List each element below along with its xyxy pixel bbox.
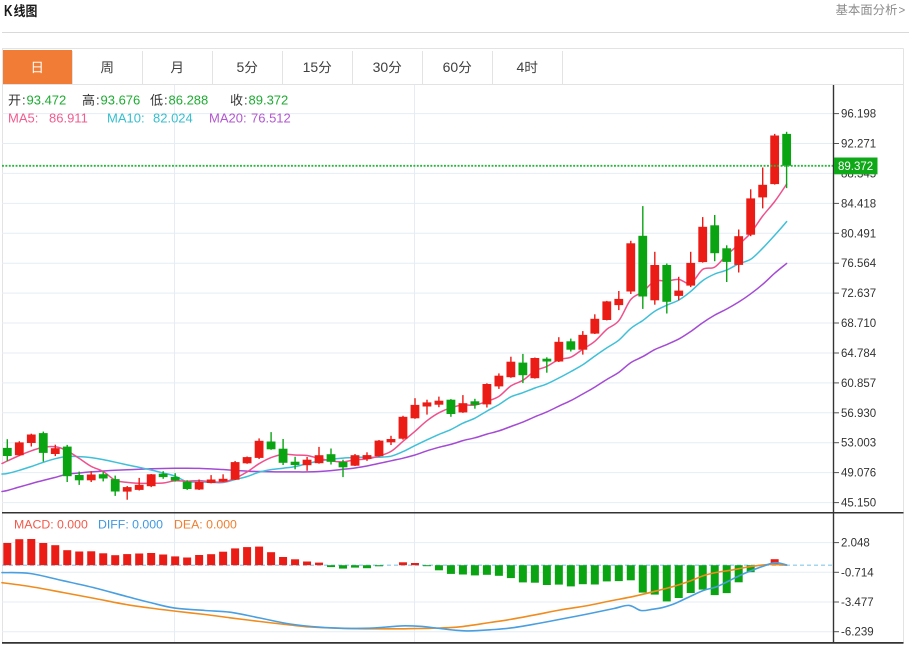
svg-text:DIFF: 0.000: DIFF: 0.000 [98, 518, 163, 532]
svg-text:72.637: 72.637 [841, 288, 876, 300]
svg-text:45.150: 45.150 [841, 498, 876, 510]
svg-text:56.930: 56.930 [841, 408, 876, 420]
svg-text:2.048: 2.048 [841, 538, 870, 550]
svg-text:86.288: 86.288 [169, 93, 209, 108]
svg-text:MA20:: MA20: [209, 111, 247, 126]
svg-text:53.003: 53.003 [841, 438, 876, 450]
svg-text:68.710: 68.710 [841, 318, 876, 330]
svg-text:60.857: 60.857 [841, 378, 876, 390]
svg-text:89.372: 89.372 [249, 93, 289, 108]
svg-text:64.784: 64.784 [841, 348, 877, 360]
svg-text:82.024: 82.024 [153, 111, 193, 126]
svg-text::: : [164, 93, 168, 108]
svg-text:76.564: 76.564 [841, 258, 877, 270]
svg-text:>: > [899, 5, 906, 17]
svg-text:89.372: 89.372 [838, 161, 873, 173]
svg-text:4: 4 [517, 59, 525, 75]
svg-text:60: 60 [443, 59, 459, 75]
svg-text::: : [96, 93, 100, 108]
svg-text:86.911: 86.911 [49, 111, 88, 126]
svg-text:K: K [4, 3, 13, 20]
svg-text:15: 15 [303, 59, 319, 75]
svg-text:84.418: 84.418 [841, 198, 876, 210]
svg-text:MA10:: MA10: [107, 111, 145, 126]
svg-text:93.676: 93.676 [101, 93, 141, 108]
svg-text:80.491: 80.491 [841, 228, 876, 240]
svg-text:MACD: 0.000: MACD: 0.000 [14, 518, 88, 532]
svg-text:76.512: 76.512 [251, 111, 291, 126]
svg-text:DEA: 0.000: DEA: 0.000 [174, 518, 237, 532]
svg-text:30: 30 [373, 59, 389, 75]
svg-text:96.198: 96.198 [841, 109, 876, 121]
svg-text:5: 5 [237, 59, 245, 75]
svg-text:MA5:: MA5: [8, 111, 38, 126]
svg-text:93.472: 93.472 [27, 93, 67, 108]
svg-text:92.271: 92.271 [841, 139, 876, 151]
svg-text:-0.714: -0.714 [841, 567, 874, 579]
svg-text:-3.477: -3.477 [841, 597, 874, 609]
svg-text:-6.239: -6.239 [841, 627, 874, 639]
svg-text:49.076: 49.076 [841, 468, 876, 480]
svg-text::: : [244, 93, 248, 108]
svg-text::: : [22, 93, 26, 108]
